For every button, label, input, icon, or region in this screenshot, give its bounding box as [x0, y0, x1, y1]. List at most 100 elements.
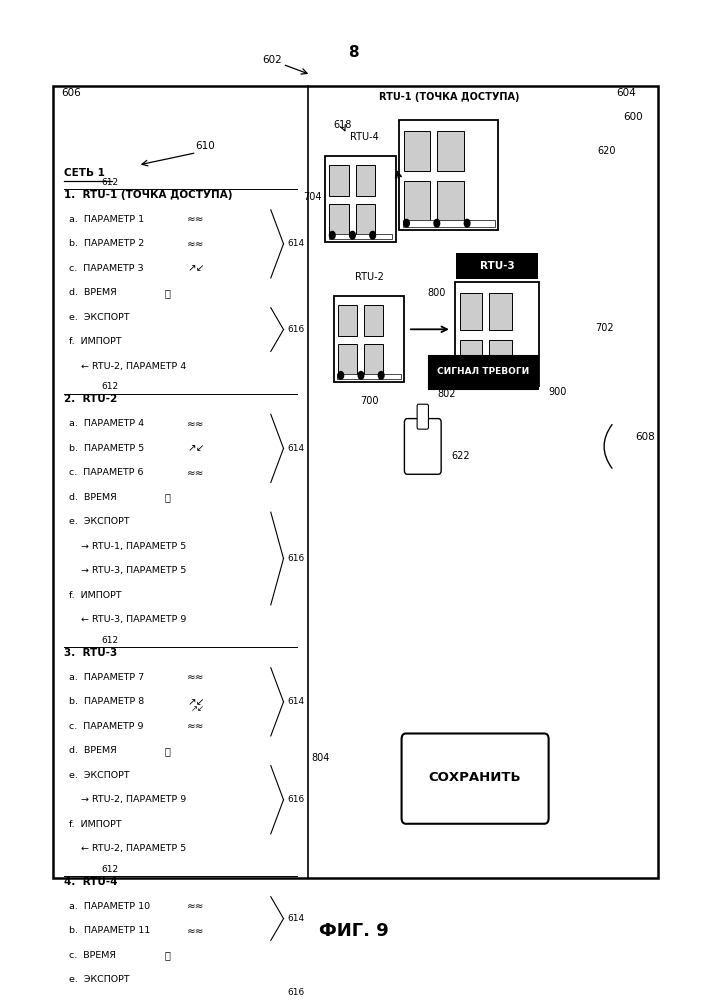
Text: ⏱: ⏱ [164, 492, 170, 502]
Text: 604: 604 [616, 88, 636, 98]
Text: c.  ПАРАМЕТР 3: c. ПАРАМЕТР 3 [69, 264, 144, 273]
Text: a.  ПАРАМЕТР 1: a. ПАРАМЕТР 1 [69, 215, 144, 224]
Text: ≈≈: ≈≈ [187, 672, 205, 682]
Text: 616: 616 [287, 988, 304, 997]
Circle shape [358, 372, 364, 379]
Bar [364, 344, 383, 375]
Bar [459, 377, 535, 383]
Circle shape [434, 219, 440, 227]
Text: 802: 802 [438, 389, 456, 399]
Text: ≈≈: ≈≈ [187, 419, 205, 429]
Bar [338, 305, 357, 336]
Circle shape [329, 231, 335, 239]
Text: a.  ПАРАМЕТР 7: a. ПАРАМЕТР 7 [69, 673, 144, 682]
Text: → RTU-2, ПАРАМЕТР 9: → RTU-2, ПАРАМЕТР 9 [69, 795, 187, 804]
Text: e.  ЭКСПОРТ: e. ЭКСПОРТ [69, 313, 130, 322]
Text: c.  ВРЕМЯ: c. ВРЕМЯ [69, 951, 116, 960]
Circle shape [350, 231, 356, 239]
Text: f.  ИМПОРТ: f. ИМПОРТ [69, 591, 122, 600]
Text: a.  ПАРАМЕТР 10: a. ПАРАМЕТР 10 [69, 902, 151, 911]
Circle shape [378, 372, 384, 379]
Text: 2.  RTU-2: 2. RTU-2 [64, 394, 117, 404]
Bar [325, 156, 396, 242]
Bar [456, 253, 538, 279]
Bar [404, 131, 431, 171]
Text: d.  ВРЕМЯ: d. ВРЕМЯ [69, 746, 117, 755]
Text: ≈≈: ≈≈ [187, 214, 205, 224]
Bar [438, 181, 464, 221]
Text: ↗↙: ↗↙ [191, 704, 205, 713]
Text: ↗↙: ↗↙ [187, 263, 205, 273]
Text: 622: 622 [451, 451, 469, 461]
Text: RTU-4: RTU-4 [350, 132, 378, 142]
Text: СЕТЬ 1: СЕТЬ 1 [64, 168, 105, 178]
Text: ФИГ. 9: ФИГ. 9 [319, 922, 388, 940]
Text: ≈≈: ≈≈ [187, 721, 205, 731]
Bar [438, 131, 464, 171]
Text: b.  ПАРАМЕТР 5: b. ПАРАМЕТР 5 [69, 444, 144, 453]
Text: b.  ПАРАМЕТР 2: b. ПАРАМЕТР 2 [69, 239, 144, 248]
Text: RTU-2: RTU-2 [355, 272, 383, 282]
Text: e.  ЭКСПОРТ: e. ЭКСПОРТ [69, 517, 130, 526]
Text: 616: 616 [287, 795, 304, 804]
Circle shape [370, 231, 375, 239]
Text: ← RTU-2, ПАРАМЕТР 4: ← RTU-2, ПАРАМЕТР 4 [69, 362, 187, 371]
FancyBboxPatch shape [402, 734, 549, 824]
Text: ≈≈: ≈≈ [187, 926, 205, 936]
Text: 612: 612 [101, 178, 118, 187]
Text: ⏱: ⏱ [164, 288, 170, 298]
Bar [334, 296, 404, 382]
Bar [329, 165, 349, 196]
Text: e.  ЭКСПОРТ: e. ЭКСПОРТ [69, 771, 130, 780]
Text: 612: 612 [101, 865, 118, 874]
Bar [404, 181, 431, 221]
Text: RTU-1 (ТОЧКА ДОСТУПА): RTU-1 (ТОЧКА ДОСТУПА) [379, 92, 519, 102]
Text: 702: 702 [595, 323, 614, 333]
Text: СИГНАЛ ТРЕВОГИ: СИГНАЛ ТРЕВОГИ [437, 367, 529, 376]
Bar [455, 282, 539, 386]
Text: c.  ПАРАМЕТР 9: c. ПАРАМЕТР 9 [69, 722, 144, 731]
Text: 704: 704 [303, 192, 322, 202]
Text: ⏱: ⏱ [164, 746, 170, 756]
Text: 606: 606 [61, 88, 81, 98]
Text: RTU-3: RTU-3 [479, 261, 515, 271]
Text: e.  ЭКСПОРТ: e. ЭКСПОРТ [69, 975, 130, 984]
Text: 610: 610 [195, 141, 215, 151]
Text: c.  ПАРАМЕТР 6: c. ПАРАМЕТР 6 [69, 468, 144, 477]
Bar [337, 374, 401, 379]
Circle shape [338, 372, 344, 379]
Text: 3.  RTU-3: 3. RTU-3 [64, 648, 117, 658]
Text: a.  ПАРАМЕТР 4: a. ПАРАМЕТР 4 [69, 419, 144, 428]
Bar [329, 204, 349, 235]
Text: ↗↙: ↗↙ [187, 443, 205, 453]
Text: → RTU-1, ПАРАМЕТР 5: → RTU-1, ПАРАМЕТР 5 [69, 542, 187, 551]
Text: ↗↙: ↗↙ [187, 697, 205, 707]
Text: 8: 8 [348, 45, 359, 60]
Text: ⏱: ⏱ [164, 950, 170, 960]
Text: 612: 612 [101, 382, 118, 391]
Bar [53, 86, 658, 878]
Text: 800: 800 [428, 288, 446, 298]
Text: 600: 600 [623, 112, 643, 122]
Text: 614: 614 [287, 914, 304, 923]
Bar [489, 293, 512, 330]
Bar [356, 165, 375, 196]
Text: 1.  RTU-1 (ТОЧКА ДОСТУПА): 1. RTU-1 (ТОЧКА ДОСТУПА) [64, 190, 232, 200]
Bar [460, 293, 482, 330]
Text: 618: 618 [334, 120, 352, 130]
Bar [329, 234, 392, 239]
Bar [364, 305, 383, 336]
Text: 616: 616 [287, 554, 304, 563]
Text: ≈≈: ≈≈ [187, 468, 205, 478]
Text: 900: 900 [548, 387, 566, 397]
Text: d.  ВРЕМЯ: d. ВРЕМЯ [69, 288, 117, 297]
Text: 612: 612 [101, 636, 118, 645]
Text: 608: 608 [635, 432, 655, 442]
Bar [399, 120, 498, 230]
Text: ≈≈: ≈≈ [187, 901, 205, 911]
Text: 614: 614 [287, 697, 304, 706]
Circle shape [484, 375, 490, 383]
Circle shape [464, 219, 470, 227]
Text: ≈≈: ≈≈ [187, 239, 205, 249]
Bar [403, 220, 495, 227]
